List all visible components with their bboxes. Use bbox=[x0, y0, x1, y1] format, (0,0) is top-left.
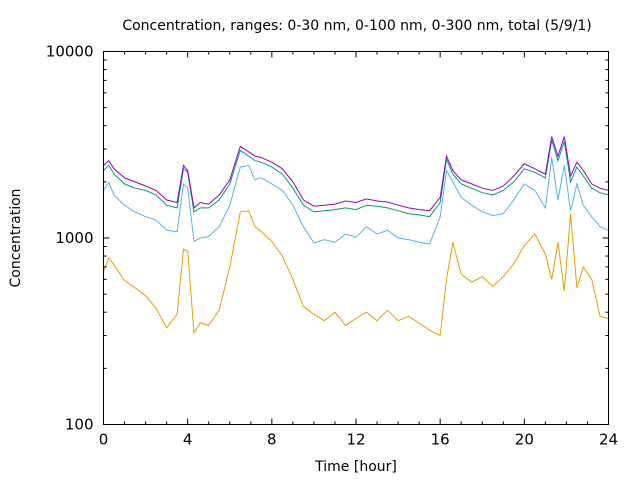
y-tick-label: 100 bbox=[65, 416, 94, 434]
series-line-0-30-nm bbox=[103, 210, 609, 337]
plot-frame bbox=[103, 51, 609, 425]
y-axis: 100 1000 10000 bbox=[46, 43, 609, 434]
x-tick-label: 4 bbox=[183, 431, 193, 449]
y-axis-label: Concentration bbox=[8, 188, 24, 287]
x-tick-label: 0 bbox=[99, 431, 109, 449]
y-tick-label: 10000 bbox=[46, 43, 94, 61]
chart-title: Concentration, ranges: 0-30 nm, 0-100 nm… bbox=[122, 18, 591, 34]
y-tick-label: 1000 bbox=[55, 229, 93, 247]
series-line-total bbox=[103, 136, 609, 212]
x-tick-label: 16 bbox=[431, 431, 450, 449]
x-tick-label: 20 bbox=[515, 431, 534, 449]
series-line-0-300-nm bbox=[103, 139, 609, 218]
x-tick-label: 12 bbox=[346, 431, 365, 449]
series-layer bbox=[103, 136, 609, 337]
x-tick-label: 24 bbox=[599, 431, 618, 449]
series-line-0-100-nm bbox=[103, 157, 609, 245]
x-axis: 0 4 8 12 16 20 24 bbox=[99, 51, 618, 449]
x-tick-label: 8 bbox=[267, 431, 277, 449]
x-axis-label: Time [hour] bbox=[314, 459, 397, 475]
